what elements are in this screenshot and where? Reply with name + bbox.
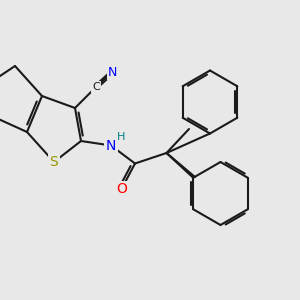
Text: S: S — [50, 155, 58, 169]
Text: H: H — [117, 132, 126, 142]
Text: N: N — [106, 139, 116, 152]
Text: N: N — [108, 65, 117, 79]
Text: O: O — [116, 182, 127, 196]
Text: C: C — [92, 82, 100, 92]
